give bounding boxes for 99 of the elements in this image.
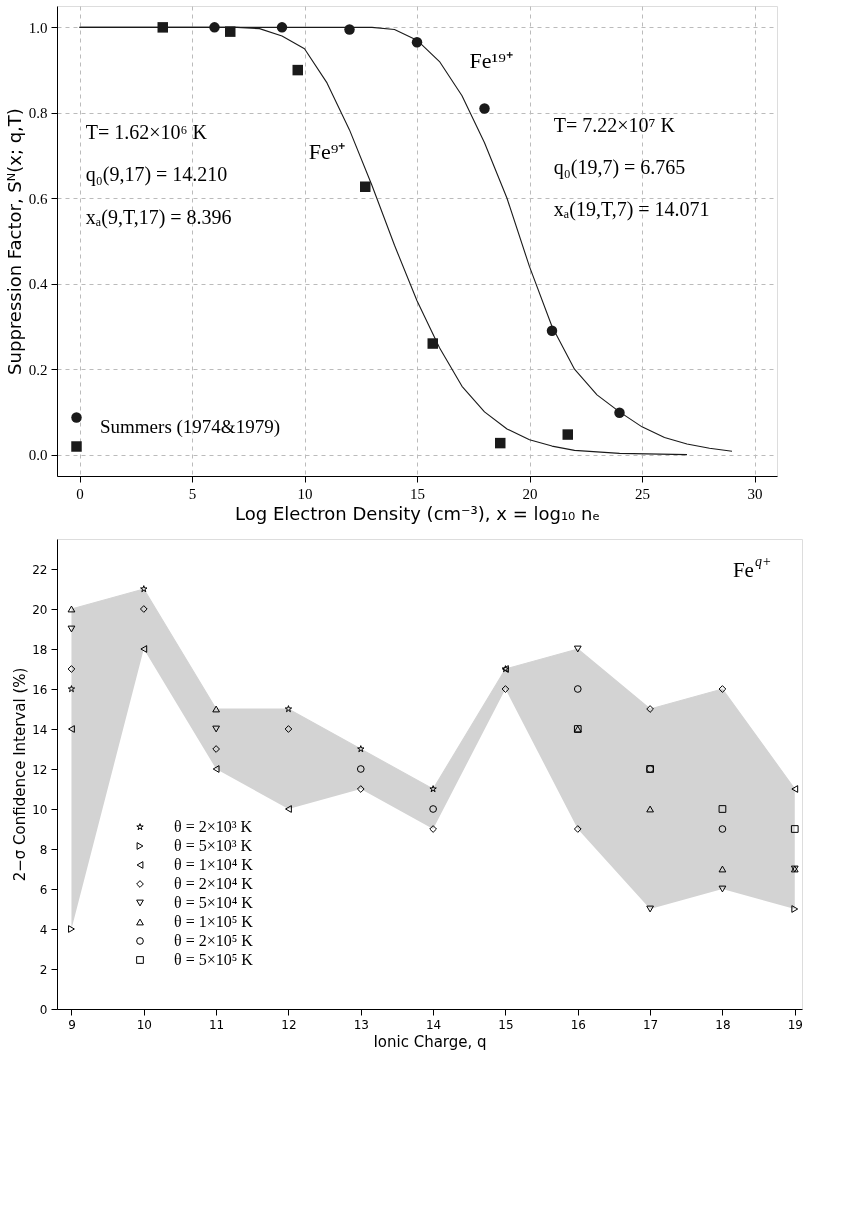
point xyxy=(212,705,220,713)
legend-label: θ = 5×10⁴ K xyxy=(174,894,254,911)
x-tick-label: 5 xyxy=(188,485,197,502)
x-tick-label: 13 xyxy=(353,1017,369,1032)
legend-label: θ = 2×10⁴ K xyxy=(174,875,254,892)
annotation: q₀(19,7) = 6.765 xyxy=(553,156,686,180)
y-tick-label: 8 xyxy=(39,842,48,857)
point xyxy=(360,181,371,192)
point xyxy=(429,825,437,833)
point xyxy=(718,825,727,833)
point xyxy=(276,22,288,33)
point xyxy=(292,64,303,76)
x-tick-label: 10 xyxy=(136,1017,152,1032)
point xyxy=(356,765,365,773)
x-tick-label: 18 xyxy=(715,1017,731,1032)
x-tick-label: 25 xyxy=(635,485,650,502)
y-axis-title: 2−σ Confidence Interval (%) xyxy=(11,667,30,882)
x-tick-label: 30 xyxy=(747,485,763,502)
point xyxy=(718,865,727,873)
x-tick-label: 15 xyxy=(498,1017,514,1032)
y-tick-label: 20 xyxy=(32,602,48,617)
point xyxy=(573,645,582,653)
x-tick-label: 11 xyxy=(208,1017,225,1032)
point xyxy=(344,24,355,35)
y-tick-label: 0.2 xyxy=(28,361,48,378)
point xyxy=(212,765,220,773)
x-tick-label: 16 xyxy=(570,1017,586,1032)
y-tick-label: 18 xyxy=(32,642,48,657)
point xyxy=(67,685,76,693)
point xyxy=(646,805,654,813)
point xyxy=(791,905,799,913)
y-tick-label: 14 xyxy=(32,722,48,737)
point xyxy=(429,805,437,813)
legend-label: θ = 1×10⁵ K xyxy=(174,913,254,930)
legend-label: θ = 2×10⁵ K xyxy=(174,932,254,949)
point xyxy=(790,825,799,833)
annotation: T= 7.22×10⁷ K xyxy=(553,113,676,136)
point xyxy=(791,785,799,793)
y-tick-label: 0.6 xyxy=(28,190,48,207)
point xyxy=(140,645,148,653)
point xyxy=(495,437,506,449)
point xyxy=(67,605,76,613)
point xyxy=(546,325,558,336)
point xyxy=(427,338,438,349)
point xyxy=(67,625,76,633)
annotation: Fe⁹⁺ xyxy=(308,138,346,164)
x-axis-title: Log Electron Density (cm⁻³), x = log₁₀ nₑ xyxy=(235,502,600,524)
x-tick-label: 20 xyxy=(522,485,538,502)
x-tick-label: 9 xyxy=(68,1017,76,1032)
y-tick-label: 6 xyxy=(39,882,48,897)
point xyxy=(68,925,75,933)
y-tick-label: 12 xyxy=(32,762,48,777)
y-tick-label: 22 xyxy=(32,562,48,577)
x-axis-title: Ionic Charge, q xyxy=(373,1032,487,1051)
point xyxy=(157,22,168,33)
annotation: Fe¹⁹⁺ xyxy=(469,48,513,74)
annotation: T= 1.62×10⁶ K xyxy=(85,120,208,143)
point xyxy=(140,585,148,593)
y-tick-label: 4 xyxy=(39,922,48,937)
legend-label: θ = 5×10⁵ K xyxy=(174,951,254,968)
point xyxy=(225,26,236,37)
x-tick-label: 14 xyxy=(425,1017,442,1032)
annotation: q₀(9,17) = 14.210 xyxy=(85,163,228,187)
x-tick-label: 19 xyxy=(787,1017,803,1032)
point xyxy=(562,429,573,440)
point xyxy=(718,885,727,893)
point xyxy=(68,725,75,733)
legend-label: θ = 2×10³ K xyxy=(174,818,253,835)
x-tick-label: 15 xyxy=(410,485,425,502)
point xyxy=(573,685,582,693)
y-tick-label: 16 xyxy=(32,682,48,697)
point xyxy=(357,745,365,753)
point xyxy=(411,37,423,48)
point xyxy=(284,705,293,713)
x-tick-label: 17 xyxy=(642,1017,659,1032)
point xyxy=(718,805,727,813)
x-tick-label: 10 xyxy=(297,485,313,502)
legend-label: Summers (1974&1979) xyxy=(100,415,280,438)
legend-label: θ = 1×10⁴ K xyxy=(174,856,254,873)
y-tick-label: 0.8 xyxy=(28,105,48,122)
y-axis-title: Suppression Factor, Sᴺ(x; q,T) xyxy=(3,108,25,375)
y-tick-label: 0.0 xyxy=(28,447,48,464)
point xyxy=(285,805,292,813)
y-tick-label: 1.0 xyxy=(28,19,48,36)
point xyxy=(209,22,220,33)
point xyxy=(429,785,437,793)
y-tick-label: 10 xyxy=(32,802,48,817)
point xyxy=(646,905,654,913)
legend-label: θ = 5×10³ K xyxy=(174,837,253,854)
y-tick-label: 0.4 xyxy=(28,276,48,293)
point xyxy=(479,103,490,114)
point xyxy=(614,407,625,418)
y-tick-label: 2 xyxy=(39,962,48,977)
annotation: xₐ(19,T,7) = 14.071 xyxy=(553,198,710,222)
x-tick-label: 0 xyxy=(76,485,84,502)
point xyxy=(212,725,220,733)
annotation: xₐ(9,T,17) = 8.396 xyxy=(85,205,232,229)
x-tick-label: 12 xyxy=(281,1017,297,1032)
y-tick-label: 0 xyxy=(39,1002,48,1017)
